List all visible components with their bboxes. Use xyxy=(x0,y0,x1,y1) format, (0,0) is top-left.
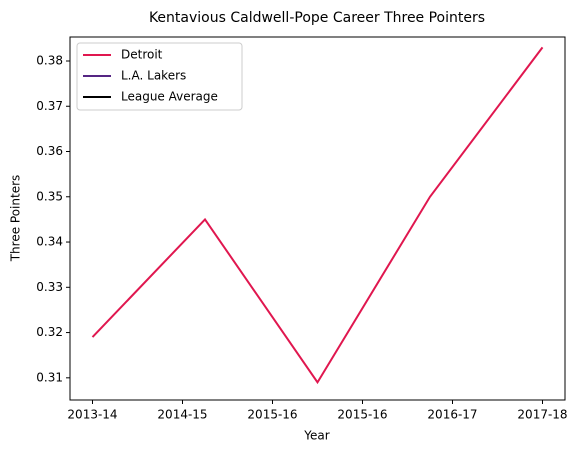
y-tick-label: 0.35 xyxy=(36,189,63,203)
line xyxy=(91,46,544,385)
x-tick-label: 2015-16 xyxy=(247,408,297,422)
x-axis-label: Year xyxy=(303,429,329,443)
y-tick-label: 0.32 xyxy=(36,325,63,339)
x-tick-label: 2016-17 xyxy=(427,408,477,422)
chart-title: Kentavious Caldwell-Pope Career Three Po… xyxy=(149,10,485,26)
x-tick-label: 2013-14 xyxy=(67,408,117,422)
y-tick-label: 0.33 xyxy=(36,280,63,294)
y-tick-label: 0.34 xyxy=(36,235,63,249)
x-tick-label: 2015-16 xyxy=(337,408,387,422)
y-tick-label: 0.37 xyxy=(36,99,63,113)
y-tick-label: 0.36 xyxy=(36,144,63,158)
x-tick-label: 2014-15 xyxy=(157,408,207,422)
legend-label: League Average xyxy=(121,90,218,104)
x-tick-label: 2017-18 xyxy=(517,408,567,422)
y-axis-label: Three Pointers xyxy=(9,175,23,263)
legend-label: L.A. Lakers xyxy=(121,69,186,83)
legend: Detroit L.A. Lakers League Average xyxy=(76,42,243,111)
legend-box xyxy=(76,42,243,111)
y-tick-label: 0.31 xyxy=(36,370,63,384)
legend-label: Detroit xyxy=(121,48,163,62)
plot-frame xyxy=(69,36,566,401)
y-tick-label: 0.38 xyxy=(36,53,63,67)
